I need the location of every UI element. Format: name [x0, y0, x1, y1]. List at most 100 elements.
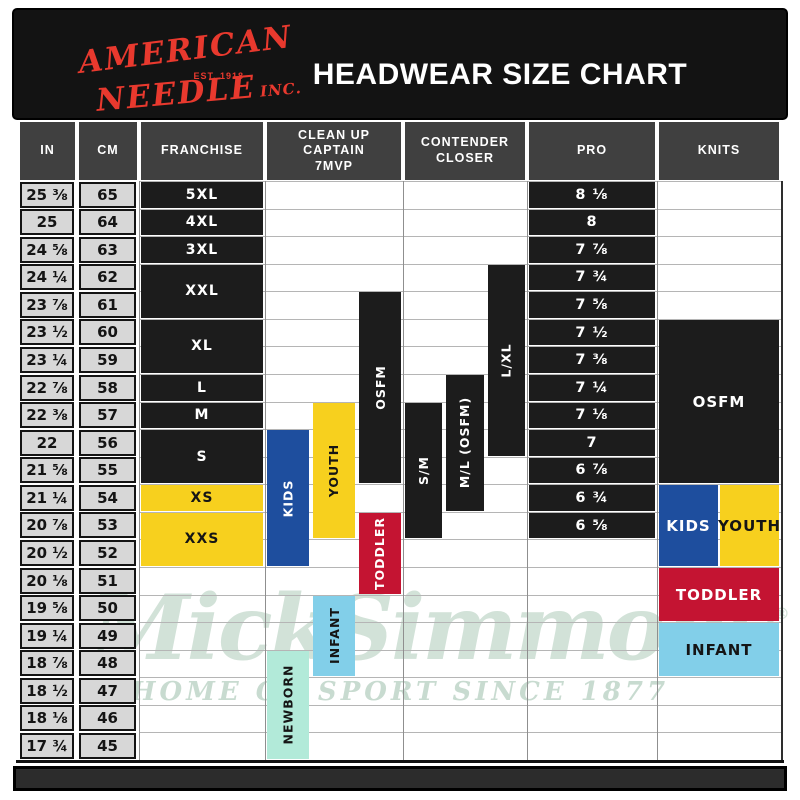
in-value-cell: 22 ⅞	[20, 374, 74, 401]
cm-value-cell: 49	[79, 622, 136, 649]
size-block-pro-54: 6 ¾	[529, 485, 655, 511]
gridline-column	[657, 181, 658, 760]
size-block-franchise-5xl: 5XL	[141, 182, 263, 208]
cm-value-cell: 60	[79, 319, 136, 346]
cm-value-cell: 48	[79, 650, 136, 677]
in-value-cell: 23 ¼	[20, 346, 74, 373]
size-block-cleanup-osfm: OSFM	[359, 292, 401, 484]
gridline-row	[139, 594, 781, 596]
size-range-label: TODDLER	[372, 516, 388, 590]
pro-size-label: 7 ⅝	[575, 297, 609, 314]
in-value-cell: 19 ¼	[20, 622, 74, 649]
cm-value-cell: 63	[79, 236, 136, 263]
in-value-cell: 18 ½	[20, 677, 74, 704]
size-block-cleanup-kids: KIDS	[267, 430, 309, 566]
size-block-contender-s-m: S/M	[405, 402, 443, 539]
size-range-label: XS	[190, 490, 214, 507]
cm-value-cell: 47	[79, 677, 136, 704]
size-range-label: XXS	[184, 531, 220, 548]
watermark-brand: MickSimmons®	[90, 583, 790, 673]
cm-value-cell: 62	[79, 264, 136, 291]
in-value-cell: 21 ⅝	[20, 457, 74, 484]
column-header-cm: CM	[79, 122, 137, 180]
footer-band	[13, 766, 787, 791]
size-block-knits-toddler: TODDLER	[659, 568, 779, 622]
size-range-label: L	[197, 379, 207, 396]
gridline-row	[139, 181, 781, 182]
table-right-border	[781, 181, 783, 760]
in-value-cell: 18 ⅞	[20, 650, 74, 677]
size-block-pro-59: 7 ⅜	[529, 347, 655, 373]
size-block-franchise-xs: XS	[141, 485, 263, 511]
column-header-pro: PRO	[529, 122, 655, 180]
pro-size-label: 7 ⅜	[575, 352, 609, 369]
column-header-in: IN	[20, 122, 75, 180]
logo-est-1918: EST. 1918	[193, 71, 244, 81]
size-block-franchise-3xl: 3XL	[141, 237, 263, 263]
cm-value-cell: 59	[79, 346, 136, 373]
in-value-cell: 18 ⅛	[20, 705, 74, 732]
gridline-row	[139, 677, 781, 679]
pro-size-label: 7 ⅞	[575, 241, 609, 258]
in-value-cell: 23 ⅞	[20, 291, 74, 318]
size-block-contender-m-l-osfm-: M/L (OSFM)	[446, 375, 484, 511]
size-block-pro-65: 8 ⅛	[529, 182, 655, 208]
size-block-pro-63: 7 ⅞	[529, 237, 655, 263]
cm-value-cell: 58	[79, 374, 136, 401]
in-value-cell: 20 ⅛	[20, 567, 74, 594]
pro-size-label: 7 ¾	[575, 269, 609, 286]
table-bottom-border	[16, 760, 784, 763]
gridline-row	[139, 291, 781, 293]
pro-size-label: 7 ¼	[575, 379, 609, 396]
cm-value-cell: 53	[79, 512, 136, 539]
in-value-cell: 17 ¾	[20, 732, 74, 759]
cm-value-cell: 45	[79, 732, 136, 759]
size-block-cleanup-youth: YOUTH	[313, 402, 355, 539]
size-block-pro-60: 7 ½	[529, 319, 655, 346]
column-header-fr: FRANCHISE	[141, 122, 263, 180]
cm-value-cell: 46	[79, 705, 136, 732]
size-block-pro-53: 6 ⅝	[529, 512, 655, 539]
size-range-label: YOUTH	[326, 443, 342, 498]
pro-size-label: 7 ½	[575, 324, 609, 341]
in-value-cell: 20 ½	[20, 539, 74, 566]
size-range-label: XL	[191, 338, 213, 355]
gridline-column	[139, 181, 140, 760]
pro-size-label: 6 ¾	[575, 490, 609, 507]
pro-size-label: 6 ⅝	[575, 517, 609, 534]
gridline-row	[139, 732, 781, 734]
size-block-cleanup-infant: INFANT	[313, 595, 355, 677]
gridline-row	[139, 511, 781, 513]
size-range-label: OSFM	[692, 392, 746, 411]
in-value-cell: 23 ½	[20, 319, 74, 346]
size-range-label: S	[196, 448, 208, 465]
size-range-label: KIDS	[280, 479, 296, 517]
size-range-label: TODDLER	[675, 585, 763, 604]
cm-value-cell: 65	[79, 181, 136, 208]
size-block-contender-l-xl: L/XL	[487, 264, 525, 456]
gridline-row	[139, 346, 781, 348]
in-value-cell: 24 ¼	[20, 264, 74, 291]
in-value-cell: 19 ⅝	[20, 595, 74, 622]
size-range-label: INFANT	[685, 640, 753, 659]
page-title: HEADWEAR SIZE CHART	[312, 58, 688, 91]
in-value-cell: 22	[20, 429, 74, 456]
size-block-knits-kids: KIDS	[659, 485, 718, 566]
size-block-pro-57: 7 ⅛	[529, 402, 655, 429]
column-header-kn: KNITS	[659, 122, 779, 180]
size-block-cleanup-newborn: NEWBORN	[267, 650, 309, 759]
size-block-pro-56: 7	[529, 430, 655, 456]
gridline-column	[527, 181, 528, 760]
pro-size-label: 8 ⅛	[575, 186, 609, 203]
watermark-tagline: HOME OF SPORT SINCE 1877	[130, 677, 670, 707]
size-range-label: XXL	[185, 283, 219, 300]
size-block-pro-58: 7 ¼	[529, 375, 655, 401]
size-block-franchise-m: M	[141, 402, 263, 429]
in-value-cell: 25 ⅜	[20, 181, 74, 208]
size-range-label: S/M	[416, 455, 432, 485]
cm-value-cell: 56	[79, 429, 136, 456]
gridline-row	[139, 263, 781, 265]
gridline-row	[139, 236, 781, 238]
size-range-label: INFANT	[326, 607, 342, 665]
size-block-franchise-4xl: 4XL	[141, 209, 263, 236]
